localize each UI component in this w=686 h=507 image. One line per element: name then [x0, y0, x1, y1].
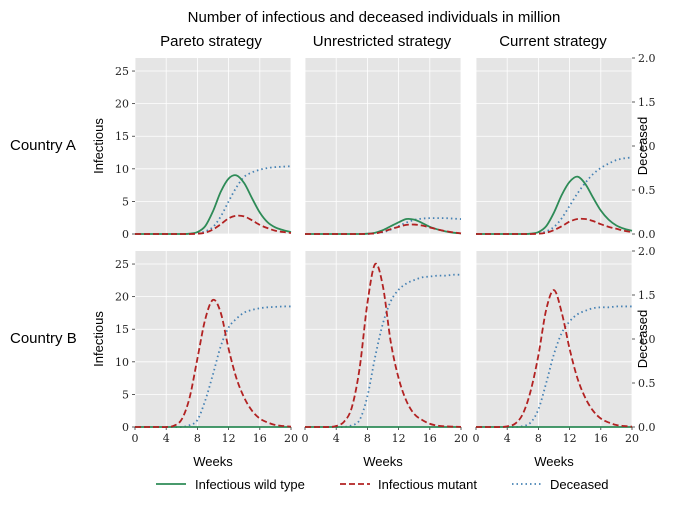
- y-tick-label: 5: [122, 388, 129, 401]
- ylabel-deceased-row-a: Deceased: [635, 117, 650, 176]
- column-title-current: Current strategy: [499, 33, 607, 50]
- x-tick-label: 8: [194, 432, 201, 445]
- y-tick-label: 10: [115, 356, 129, 369]
- series-mutant-line: [476, 289, 633, 428]
- series-mutant-line: [305, 262, 462, 428]
- y-tick-label: 20: [115, 98, 129, 111]
- x-tick-label: 4: [504, 432, 511, 445]
- x-tick-label: 20: [284, 432, 298, 445]
- panel-background: [305, 251, 461, 427]
- x-tick-label: 16: [423, 432, 437, 445]
- panel-b-3: 0.0 0.5 1.0 1.5 2.0 0 4 8 12 16 20: [473, 245, 656, 445]
- x-tick-label: 0: [473, 432, 480, 445]
- series-mutant-line: [135, 298, 292, 428]
- y-tick-label: 0: [122, 421, 129, 434]
- panel-background: [135, 58, 291, 234]
- legend-deceased-label: Deceased: [550, 477, 609, 492]
- x-tick-label: 0: [132, 432, 139, 445]
- panel-a-1: 0 5 10 15 20 25: [115, 58, 292, 241]
- y-right-tick-label: 0.0: [638, 228, 656, 241]
- series-deceased-line: [135, 305, 292, 429]
- panel-background: [135, 251, 291, 427]
- y-tick-label: 25: [115, 65, 129, 78]
- y-tick-label: 5: [122, 195, 129, 208]
- legend-wild-label: Infectious wild type: [195, 477, 305, 492]
- y-right-tick-label: 0.5: [638, 184, 656, 197]
- legend-mutant-label: Infectious mutant: [378, 477, 477, 492]
- x-tick-label: 16: [594, 432, 608, 445]
- column-title-pareto: Pareto strategy: [160, 33, 262, 50]
- ylabel-infectious-row-a: Infectious: [91, 118, 106, 174]
- y-tick-label: 15: [115, 130, 129, 143]
- panel-b-2: 0 4 8 12 16 20: [302, 251, 468, 445]
- y-tick-label: 0: [122, 228, 129, 241]
- x-tick-label: 20: [625, 432, 639, 445]
- x-tick-label: 0: [302, 432, 309, 445]
- panel-background: [305, 58, 461, 234]
- x-tick-label: 4: [163, 432, 170, 445]
- y-right-tick-label: 1.5: [638, 96, 656, 109]
- y-tick-label: 20: [115, 291, 129, 304]
- xlabel-current: Weeks: [534, 454, 574, 469]
- x-tick-label: 8: [535, 432, 542, 445]
- y-right-tick-label: 1.0: [638, 333, 656, 346]
- legend: Infectious wild type Infectious mutant D…: [156, 477, 609, 492]
- xlabel-pareto: Weeks: [193, 454, 233, 469]
- column-title-unrestricted: Unrestricted strategy: [313, 33, 452, 50]
- panel-a-3: 0.0 0.5 1.0 1.5 2.0: [475, 52, 656, 241]
- x-tick-label: 4: [333, 432, 340, 445]
- x-tick-label: 8: [364, 432, 371, 445]
- series-wild-line: [476, 175, 633, 235]
- y-right-tick-label: 0.0: [638, 421, 656, 434]
- y-right-tick-label: 2.0: [638, 52, 656, 65]
- ylabel-infectious-row-b: Infectious: [91, 311, 106, 367]
- y-tick-label: 25: [115, 258, 129, 271]
- xlabel-unrestricted: Weeks: [363, 454, 403, 469]
- ylabel-deceased-row-b: Deceased: [635, 310, 650, 369]
- x-tick-label: 20: [454, 432, 468, 445]
- panel-b-1: 0 5 10 15 20 25 0 4 8 12 16 20: [115, 251, 298, 445]
- series-mutant-line: [135, 214, 292, 235]
- row-label-country-b: Country B: [10, 330, 77, 347]
- y-tick-label: 15: [115, 323, 129, 336]
- x-tick-label: 12: [392, 432, 406, 445]
- figure-title: Number of infectious and deceased indivi…: [188, 9, 561, 26]
- y-right-tick-label: 1.5: [638, 289, 656, 302]
- x-tick-label: 16: [253, 432, 267, 445]
- y-tick-label: 10: [115, 163, 129, 176]
- panel-background: [476, 58, 632, 234]
- y-right-tick-label: 0.5: [638, 377, 656, 390]
- series-wild-line: [135, 174, 292, 235]
- y-right-tick-label: 1.0: [638, 140, 656, 153]
- y-right-tick-label: 2.0: [638, 245, 656, 258]
- row-label-country-a: Country A: [10, 137, 76, 154]
- x-tick-label: 12: [222, 432, 236, 445]
- panel-background: [476, 251, 632, 427]
- x-tick-label: 12: [563, 432, 577, 445]
- series-mutant-line: [305, 223, 462, 235]
- panel-a-2: [304, 58, 462, 235]
- panels: 0 5 10 15 20 25 0.0 0.5 1.0 1.5 2.0 0 5 10 15 20 25 0 4 8 12…: [115, 52, 656, 445]
